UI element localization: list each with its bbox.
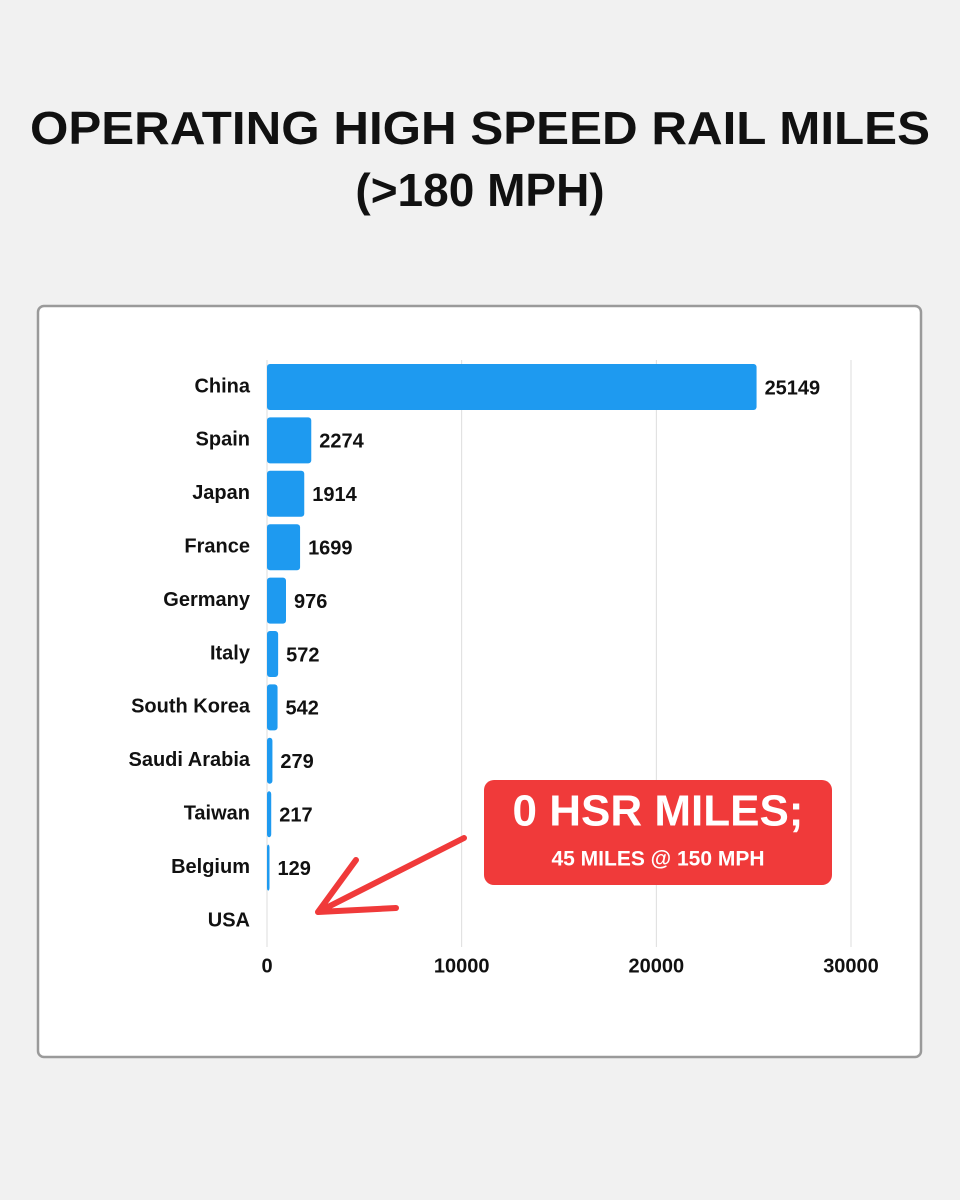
data-label: 25149 [765, 377, 821, 399]
y-tick-label: China [194, 375, 250, 397]
y-tick-label: Italy [210, 642, 251, 664]
bar [267, 417, 312, 464]
bar [267, 524, 301, 571]
data-label: 1699 [308, 537, 353, 559]
x-tick-label: 10000 [434, 955, 490, 977]
y-tick-label: Belgium [171, 856, 250, 878]
y-tick-label: France [184, 535, 250, 557]
annotation-text: 45 MILES @ 150 MPH [551, 848, 764, 871]
bar [267, 791, 272, 838]
chart-title: OPERATING HIGH SPEED RAIL MILES [30, 102, 930, 154]
data-label: 976 [294, 591, 327, 613]
y-tick-label: Saudi Arabia [128, 749, 250, 771]
y-tick-label: Germany [163, 589, 251, 611]
data-label: 1914 [312, 484, 357, 506]
annotation: 0 HSR MILES; 45 MILES @ 150 MPH [315, 780, 832, 915]
annotation-box [484, 780, 832, 885]
y-tick-label: Japan [192, 482, 250, 504]
x-tick-label: 30000 [823, 955, 879, 977]
x-tick-label: 20000 [629, 955, 685, 977]
bar [267, 364, 757, 410]
y-tick-label: USA [208, 909, 250, 931]
data-label: 542 [286, 698, 319, 720]
y-tick-label: South Korea [131, 696, 251, 718]
data-label: 572 [286, 644, 319, 666]
annotation-arrow [315, 835, 467, 915]
data-label: 217 [279, 804, 312, 826]
annotation-text: 0 HSR MILES; [513, 787, 804, 836]
card [36, 304, 923, 1059]
bar [267, 470, 305, 517]
data-label: 129 [278, 858, 311, 880]
y-tick-label: Spain [196, 429, 250, 451]
bar [267, 577, 286, 624]
bar [267, 737, 273, 784]
chart-subtitle: (>180 MPH) [355, 164, 604, 216]
bar [267, 631, 279, 677]
y-tick-label: Taiwan [184, 802, 250, 824]
data-label: 2274 [319, 431, 364, 453]
data-label: 279 [280, 751, 313, 773]
bar [267, 684, 278, 731]
plot: 0 10000 20000 30000 China 25149 Spain 2274 Japan… [128, 360, 879, 977]
bar [267, 844, 270, 891]
x-tick-label: 0 [261, 955, 272, 977]
